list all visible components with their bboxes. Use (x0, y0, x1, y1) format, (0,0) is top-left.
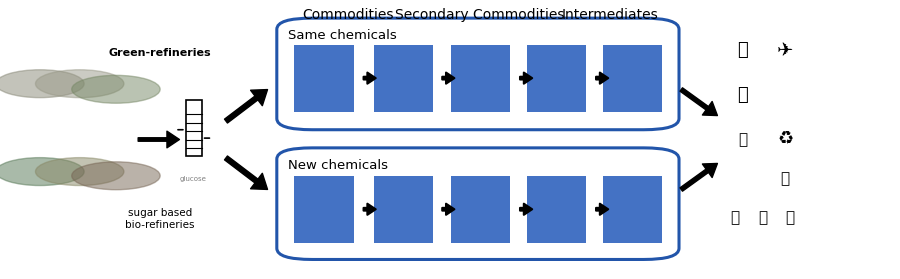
FancyArrowPatch shape (596, 204, 608, 215)
FancyArrowPatch shape (139, 131, 179, 148)
Text: 🚗: 🚗 (737, 86, 748, 104)
Text: Commodities: Commodities (302, 8, 393, 22)
Text: 💡: 💡 (738, 132, 747, 147)
Text: 🧪: 🧪 (730, 210, 739, 225)
Circle shape (0, 70, 84, 98)
Text: Intermediates: Intermediates (562, 8, 659, 22)
Text: glucose: glucose (179, 175, 206, 182)
Text: Same chemicals: Same chemicals (288, 29, 397, 42)
FancyBboxPatch shape (374, 45, 433, 112)
Text: 🩺: 🩺 (785, 210, 794, 225)
Text: sugar based
bio-refineries: sugar based bio-refineries (125, 208, 195, 230)
Circle shape (0, 158, 84, 186)
FancyArrowPatch shape (680, 88, 717, 116)
FancyArrowPatch shape (680, 163, 717, 191)
FancyBboxPatch shape (527, 45, 586, 112)
FancyArrowPatch shape (520, 73, 532, 84)
Circle shape (35, 70, 124, 98)
FancyArrowPatch shape (520, 204, 532, 215)
FancyBboxPatch shape (603, 45, 662, 112)
Text: Secondary Commodities: Secondary Commodities (395, 8, 565, 22)
FancyBboxPatch shape (603, 176, 662, 243)
FancyBboxPatch shape (527, 176, 586, 243)
Text: 📄: 📄 (780, 171, 789, 186)
FancyArrowPatch shape (224, 90, 267, 123)
Circle shape (72, 162, 160, 190)
FancyBboxPatch shape (374, 176, 433, 243)
Circle shape (72, 75, 160, 103)
FancyBboxPatch shape (451, 176, 510, 243)
Text: 🚛: 🚛 (737, 41, 748, 59)
FancyArrowPatch shape (442, 73, 454, 84)
FancyBboxPatch shape (185, 100, 202, 156)
FancyArrowPatch shape (596, 73, 608, 84)
FancyArrowPatch shape (364, 204, 375, 215)
Text: New chemicals: New chemicals (288, 159, 388, 172)
FancyBboxPatch shape (294, 45, 354, 112)
FancyBboxPatch shape (294, 176, 354, 243)
Text: Green-refineries: Green-refineries (109, 48, 212, 58)
Text: 🛢: 🛢 (759, 210, 768, 225)
Text: ✈: ✈ (777, 41, 793, 60)
FancyArrowPatch shape (442, 204, 454, 215)
Text: ♻: ♻ (777, 131, 793, 148)
Circle shape (35, 158, 124, 186)
FancyArrowPatch shape (224, 156, 267, 189)
FancyBboxPatch shape (451, 45, 510, 112)
FancyArrowPatch shape (364, 73, 375, 84)
